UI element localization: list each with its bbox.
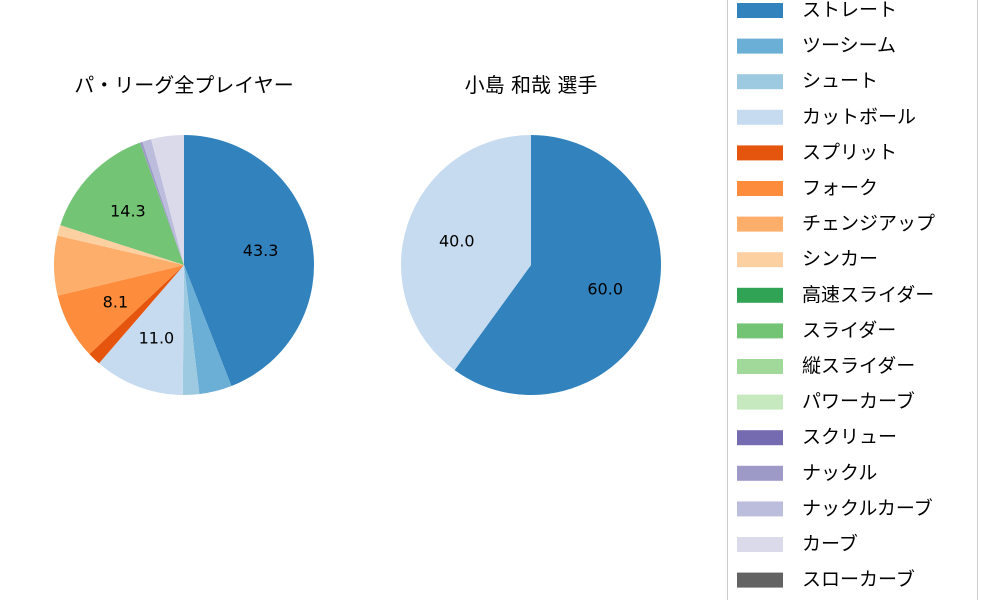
legend-label-5: スプリット bbox=[802, 141, 897, 163]
legend-swatch-6 bbox=[737, 181, 783, 196]
slice-1-14 bbox=[140, 141, 184, 265]
legend-label-7: チェンジアップ bbox=[802, 213, 935, 235]
slice-1-3 bbox=[182, 265, 200, 395]
legend-swatch-12 bbox=[737, 394, 783, 410]
legend-swatch-11 bbox=[737, 359, 783, 374]
pie-chart-2: 小島 和哉 選手 60.0 40.0 bbox=[401, 73, 662, 396]
legend-swatch-17 bbox=[737, 572, 783, 588]
legend-label-14: ナックル bbox=[802, 462, 877, 484]
slice-1-5 bbox=[89, 265, 184, 364]
legend-swatch-16 bbox=[737, 537, 783, 552]
legend-label-13: スクリュー bbox=[802, 426, 897, 448]
slice-1-7 bbox=[54, 235, 184, 296]
legend-label-10: スライダー bbox=[802, 319, 896, 341]
slice-1-10 bbox=[60, 142, 185, 265]
slice-label-1-6: 8.1 bbox=[103, 293, 128, 312]
slice-1-6 bbox=[57, 265, 184, 355]
legend-swatch-9 bbox=[737, 287, 783, 303]
legend-swatch-2 bbox=[737, 38, 783, 54]
slice-1-4 bbox=[99, 265, 184, 395]
legend-label-8: シンカー bbox=[802, 248, 878, 270]
legend-swatch-15 bbox=[737, 501, 783, 517]
legend-frame bbox=[727, 0, 978, 604]
pie-chart-1: パ・リーグ全プレイヤー 43.3 11.0 8.1 14.3 bbox=[54, 73, 315, 395]
pie-title-2: 小島 和哉 選手 bbox=[465, 73, 598, 97]
legend-label-1: ストレート bbox=[802, 0, 897, 21]
slice-1-2 bbox=[184, 265, 232, 395]
legend-swatch-14 bbox=[737, 465, 783, 481]
legend-swatch-5 bbox=[737, 145, 783, 161]
slice-label-1-10: 14.3 bbox=[110, 201, 146, 220]
legend-swatch-7 bbox=[737, 216, 783, 232]
legend-label-3: シュート bbox=[802, 70, 878, 92]
slice-1-8 bbox=[57, 225, 184, 265]
legend-label-16: カーブ bbox=[802, 532, 858, 555]
legend-label-11: 縦スライダー bbox=[802, 355, 915, 377]
legend-swatch-10 bbox=[737, 323, 783, 339]
legend-label-4: カットボール bbox=[802, 106, 916, 128]
slice-2-1 bbox=[454, 135, 662, 396]
slice-label-2-4: 40.0 bbox=[439, 231, 475, 250]
legend-label-9: 高速スライダー bbox=[802, 284, 934, 306]
legend-label-6: フォーク bbox=[802, 177, 878, 199]
legend-swatch-3 bbox=[737, 74, 783, 90]
legend-swatch-13 bbox=[737, 430, 783, 446]
pie-title-1: パ・リーグ全プレイヤー bbox=[74, 73, 293, 97]
slice-label-1-4: 11.0 bbox=[139, 329, 175, 348]
slice-1-1 bbox=[184, 135, 315, 387]
legend-label-15: ナックルカーブ bbox=[802, 496, 933, 519]
legend-swatch-1 bbox=[737, 3, 783, 18]
legend-label-12: パワーカーブ bbox=[802, 390, 915, 413]
slice-2-4 bbox=[401, 135, 531, 371]
legend-swatch-4 bbox=[737, 109, 783, 125]
slice-1-16 bbox=[151, 135, 184, 265]
legend-label-17: スローカーブ bbox=[802, 568, 915, 591]
legend-swatch-8 bbox=[737, 252, 783, 268]
legend-label-2: ツーシーム bbox=[802, 35, 896, 57]
legend: ストレートツーシームシュートカットボールスプリットフォークチェンジアップシンカー… bbox=[727, 0, 978, 604]
slice-label-2-1: 60.0 bbox=[587, 280, 623, 299]
slice-label-1-1: 43.3 bbox=[243, 241, 279, 260]
slice-1-15 bbox=[142, 139, 184, 265]
